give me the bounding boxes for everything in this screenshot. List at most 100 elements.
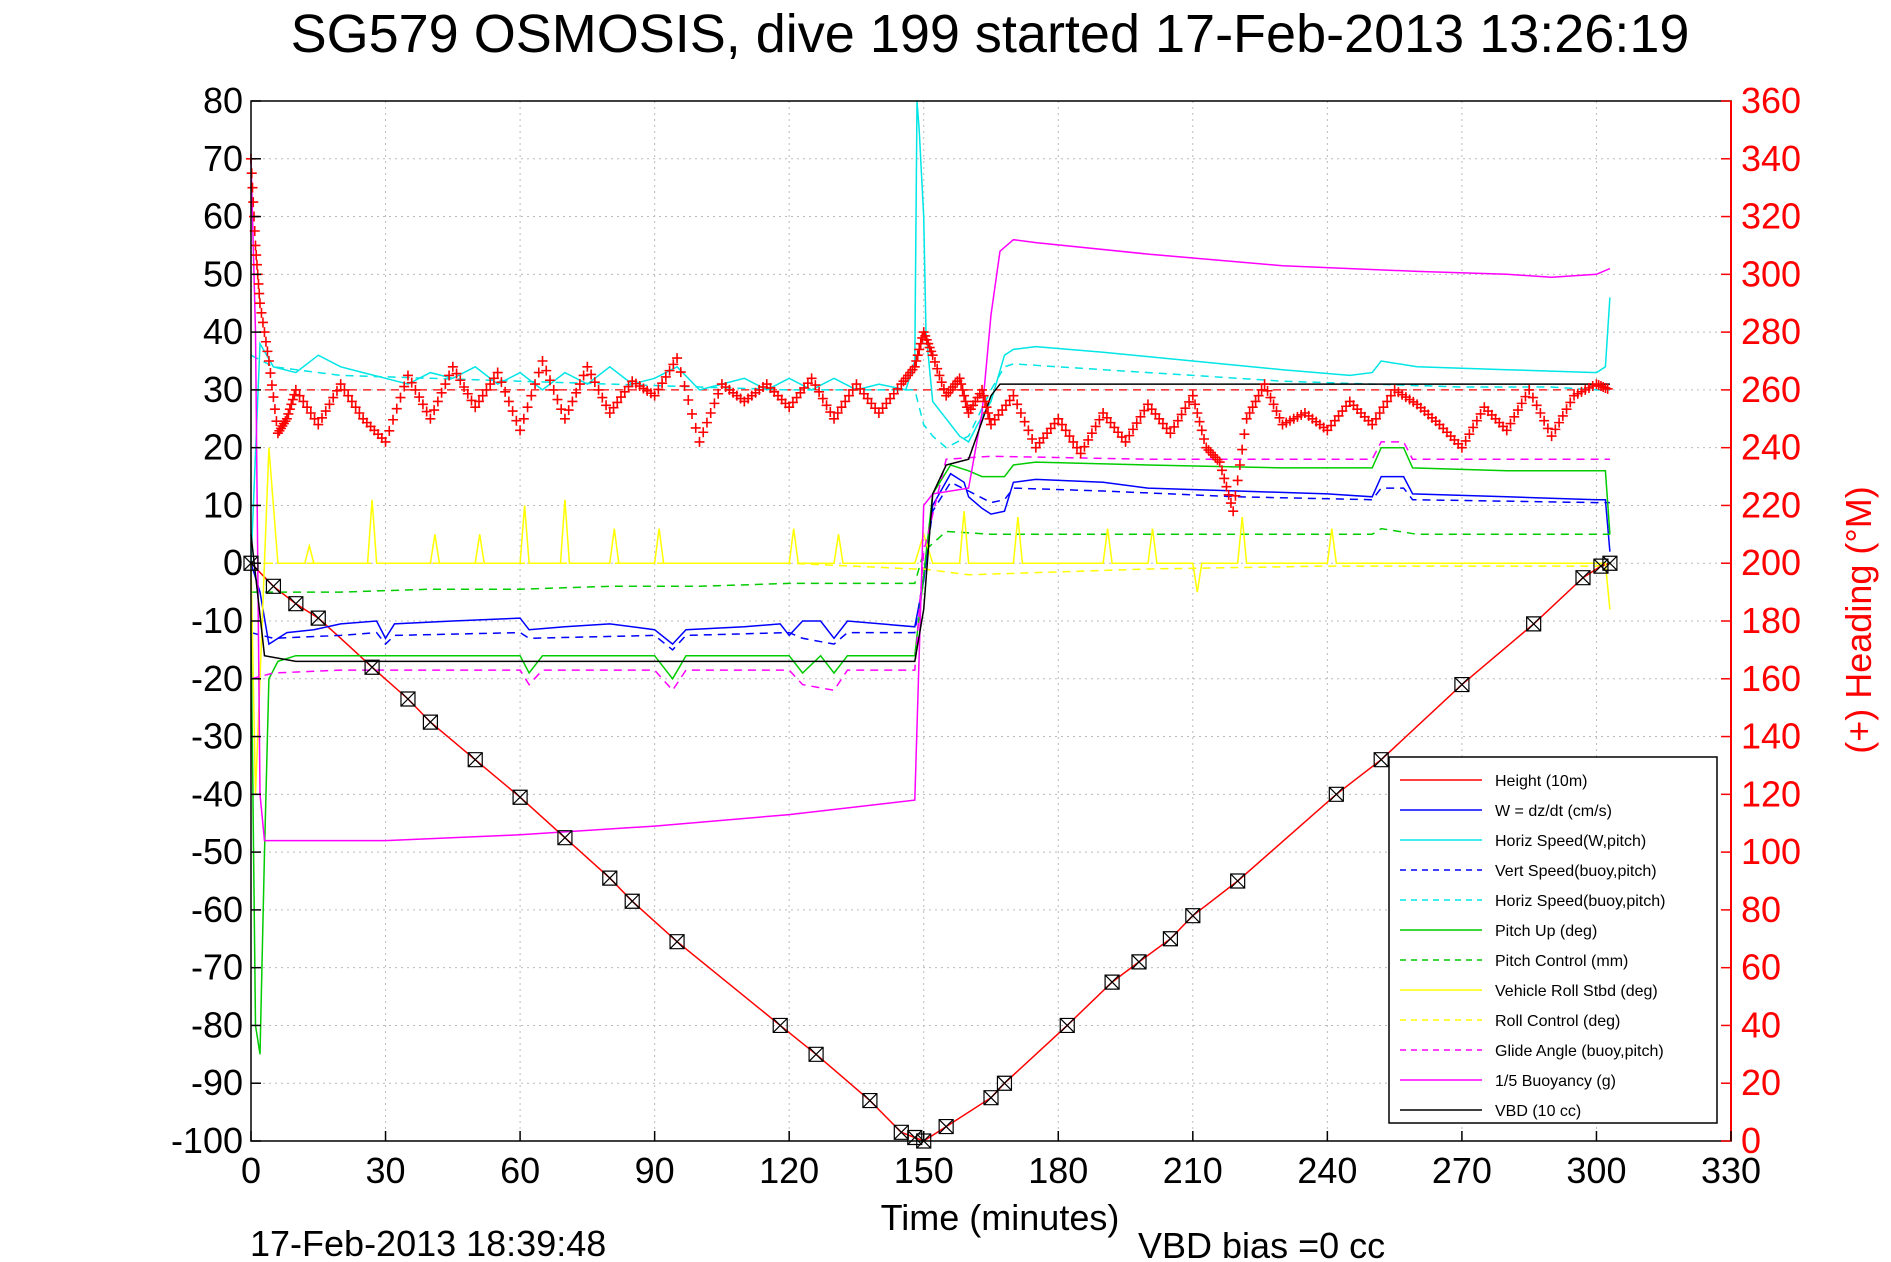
heading-point	[1239, 429, 1250, 440]
heading-point	[1464, 429, 1475, 440]
heading-point	[1591, 379, 1602, 390]
heading-point	[1203, 445, 1214, 456]
heading-point	[679, 381, 690, 392]
heading-point	[1259, 379, 1270, 390]
heading-point	[259, 327, 270, 338]
depth-marker	[1575, 570, 1591, 586]
heading-point	[414, 392, 425, 403]
series-vbd-10-cc	[250, 383, 1610, 663]
y-tick-label: 20	[203, 427, 243, 468]
heading-point	[1546, 431, 1557, 442]
heading-point	[578, 370, 589, 381]
heading-point	[1520, 391, 1531, 402]
heading-point	[402, 370, 413, 381]
heading-point	[1027, 434, 1038, 444]
heading-point	[814, 386, 825, 397]
heading-point	[1176, 409, 1187, 420]
y2-tick-label: 20	[1741, 1062, 1781, 1103]
depth-marker	[602, 870, 618, 886]
y-tick-label: -70	[191, 947, 243, 988]
heading-point	[1216, 465, 1227, 476]
heading-point	[593, 384, 604, 395]
heading-point	[690, 422, 701, 433]
depth-marker	[624, 893, 640, 909]
heading-point	[500, 386, 511, 397]
heading-point	[1271, 406, 1282, 417]
heading-point	[507, 406, 518, 417]
heading-point	[1516, 398, 1527, 409]
heading-point	[515, 425, 526, 436]
heading-point	[481, 384, 492, 395]
heading-point	[346, 396, 357, 407]
heading-point	[1169, 421, 1180, 432]
series-vehicle-roll-stbd-deg	[250, 447, 1611, 795]
depth-marker	[467, 752, 483, 768]
heading-point	[1208, 449, 1218, 460]
heading-point	[817, 393, 828, 404]
footer-vbd-bias: VBD bias =0 cc	[1138, 1225, 1385, 1262]
heading-point	[954, 373, 965, 384]
depth-marker	[808, 1046, 824, 1062]
heading-point	[912, 350, 923, 361]
y2-tick-label: 200	[1741, 542, 1801, 583]
depth-marker	[288, 596, 304, 612]
heading-point	[1550, 424, 1561, 435]
heading-point	[256, 307, 267, 318]
heading-point	[589, 377, 600, 388]
heading-point	[709, 398, 720, 409]
y-tick-label: -80	[191, 1004, 243, 1045]
heading-point	[1194, 416, 1205, 427]
y-tick-label: -90	[191, 1062, 243, 1103]
depth-marker	[364, 659, 380, 675]
y-tick-label: 60	[203, 196, 243, 237]
y2-tick-label: 160	[1741, 658, 1801, 699]
depth-marker	[1059, 1017, 1075, 1034]
heading-point	[488, 373, 499, 384]
heading-point	[836, 402, 847, 413]
heading-point	[305, 408, 316, 418]
legend-label: Height (10m)	[1495, 773, 1587, 790]
legend-label: Roll Control (deg)	[1495, 1013, 1620, 1030]
y2-tick-label: 260	[1741, 369, 1801, 410]
heading-point	[544, 375, 555, 386]
heading-point	[1086, 428, 1097, 439]
depth-marker	[1328, 786, 1344, 802]
heading-point	[1201, 442, 1212, 453]
right-axis-label: (+) Heading (°M)	[1838, 486, 1879, 753]
y-tick-label: 80	[203, 80, 243, 121]
heading-point	[309, 413, 320, 424]
heading-point	[247, 182, 258, 193]
y2-tick-label: 280	[1741, 311, 1801, 352]
heading-point	[440, 379, 451, 390]
chart-legend: Height (10m) W = dz/dt (cm/s) Horiz Speed(…	[1388, 756, 1718, 1124]
heading-point	[1274, 412, 1285, 423]
heading-point	[399, 381, 410, 392]
heading-point	[350, 402, 361, 413]
heading-point	[675, 367, 686, 378]
heading-point	[1090, 421, 1101, 432]
heading-point	[909, 361, 920, 372]
heading-point	[492, 367, 503, 378]
heading-point	[533, 367, 544, 378]
heading-point	[1128, 424, 1139, 435]
heading-point	[619, 386, 630, 397]
heading-point	[417, 399, 428, 410]
heading-point	[821, 400, 832, 411]
heading-point	[981, 402, 992, 413]
series-1-5-buoyancy-g	[250, 158, 1611, 842]
heading-point	[1262, 385, 1273, 396]
y2-tick-label: 180	[1741, 600, 1801, 641]
series-glide-angle-buoy-pitch	[250, 441, 1610, 692]
heading-point	[1196, 425, 1207, 436]
right-axis-ticks: 3603403203002802602402202001801601401201…	[1721, 80, 1801, 1161]
heading-point	[1370, 413, 1381, 424]
depth-marker	[1526, 616, 1542, 632]
heading-point	[444, 370, 455, 381]
heading-point	[380, 436, 391, 447]
y2-tick-label: 220	[1741, 484, 1801, 525]
heading-point	[473, 396, 484, 407]
heading-point	[1539, 415, 1550, 426]
depth-marker	[1104, 974, 1120, 990]
heading-point	[331, 385, 342, 396]
heading-point	[459, 382, 470, 392]
